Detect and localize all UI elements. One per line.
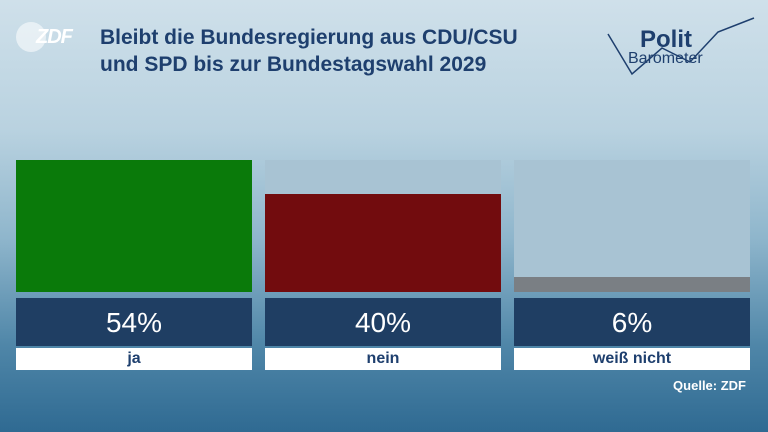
politbarometer-swoosh-icon [607, 17, 755, 76]
value-label-nein: 40% [265, 298, 501, 346]
category-label-ja: ja [16, 348, 252, 370]
bar-panel-weiss-nicht [514, 160, 750, 292]
bar-nein [265, 194, 501, 292]
zdf-logo-text: ZDF [36, 26, 73, 48]
brand-polit: Polit [640, 26, 692, 53]
value-label-weiss-nicht: 6% [514, 298, 750, 346]
zdf-logo-circle [16, 22, 46, 52]
bar-weiss-nicht [514, 277, 750, 292]
title-line-2: und SPD bis zur Bundestagswahl 2029 [100, 53, 487, 76]
bar-ja [16, 160, 252, 292]
category-label-nein: nein [265, 348, 501, 370]
title-line-1: Bleibt die Bundesregierung aus CDU/CSU [100, 26, 518, 49]
chart-title: Bleibt die Bundesregierung aus CDU/CSU u… [100, 24, 580, 78]
source-note: Quelle: ZDF [673, 378, 746, 393]
bar-panel-ja [16, 160, 252, 292]
value-label-ja: 54% [16, 298, 252, 346]
category-label-weiss-nicht: weiß nicht [514, 348, 750, 370]
politbarometer-logo: Polit Barometer [606, 12, 756, 82]
bar-panel-nein [265, 160, 501, 292]
brand-barometer: Barometer [628, 50, 703, 67]
zdf-logo: ZDF [16, 22, 80, 54]
